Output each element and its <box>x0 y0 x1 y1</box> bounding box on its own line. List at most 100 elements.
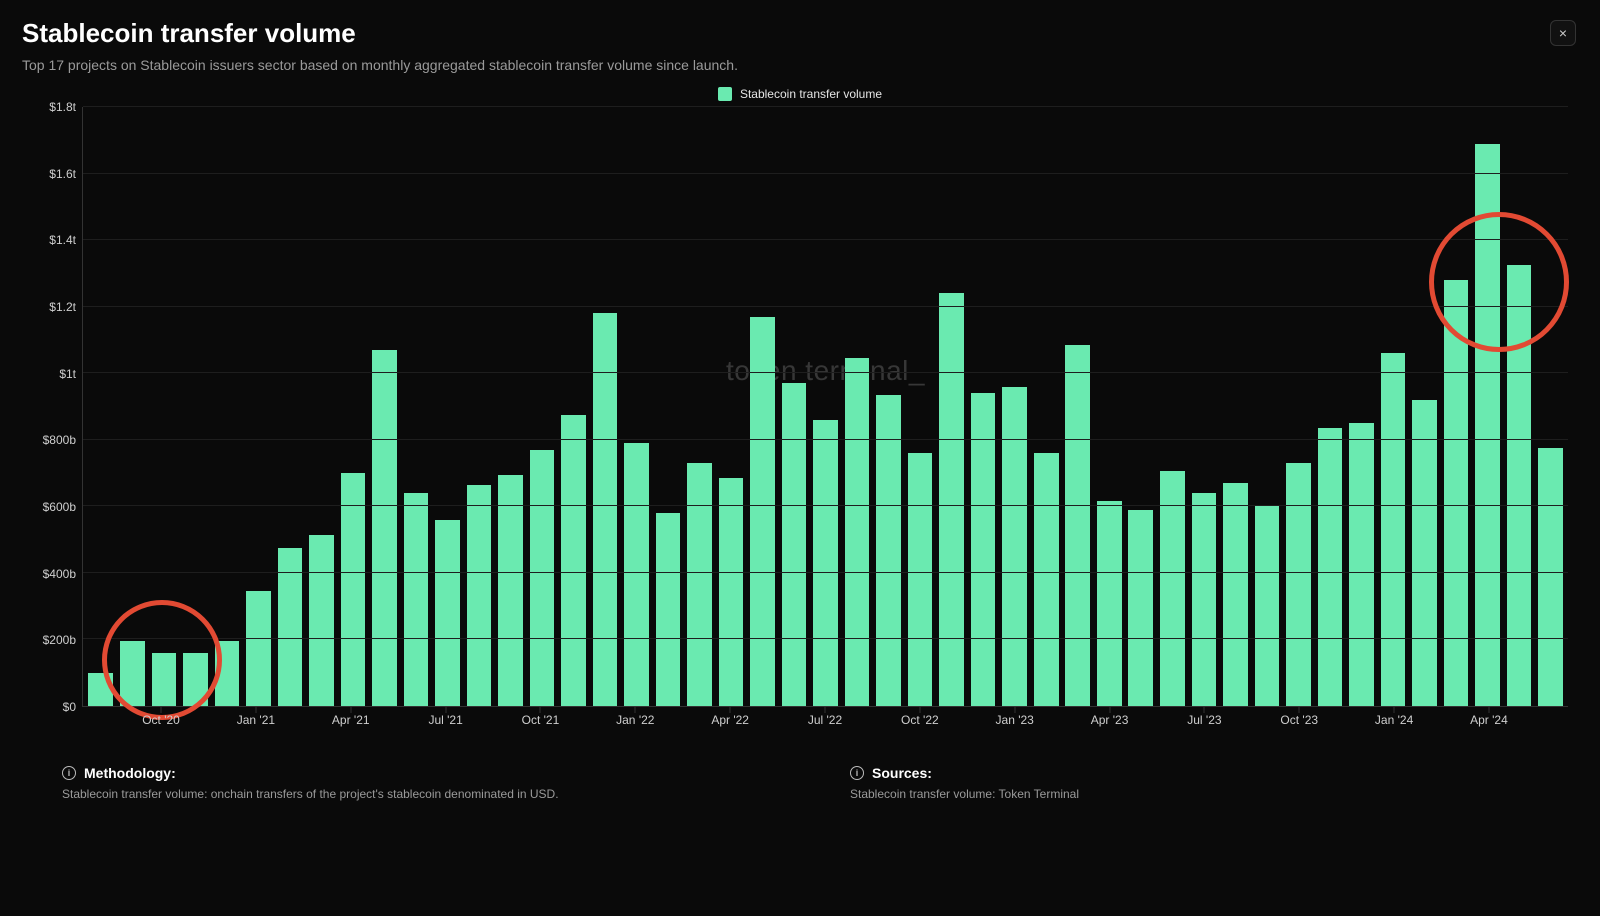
bar-slot <box>778 107 810 706</box>
bar-slot <box>904 107 936 706</box>
y-axis: $0$200b$400b$600b$800b$1t$1.2t$1.4t$1.6t… <box>22 107 82 707</box>
y-tick-label: $400b <box>43 567 76 581</box>
bar[interactable] <box>404 493 429 706</box>
bar[interactable] <box>1160 471 1185 706</box>
bar-slot <box>1377 107 1409 706</box>
x-tick-label: Jul '23 <box>1187 713 1221 727</box>
bar[interactable] <box>467 485 492 706</box>
bar[interactable] <box>1444 280 1469 706</box>
bar-slot <box>1094 107 1126 706</box>
grid-line <box>83 439 1568 440</box>
bar[interactable] <box>1223 483 1248 706</box>
x-tick-label: Jan '21 <box>237 713 275 727</box>
y-tick-label: $1.8t <box>49 100 76 114</box>
bar-slot <box>1251 107 1283 706</box>
sources-block: i Sources: Stablecoin transfer volume: T… <box>850 765 1578 801</box>
bar-slot <box>1125 107 1157 706</box>
bar[interactable] <box>88 673 113 706</box>
grid-line <box>83 173 1568 174</box>
bar[interactable] <box>1286 463 1311 706</box>
bar-slot <box>747 107 779 706</box>
bar-slot <box>1030 107 1062 706</box>
grid-line <box>83 505 1568 506</box>
bar-slot <box>841 107 873 706</box>
legend-label: Stablecoin transfer volume <box>740 87 882 101</box>
sources-text: Stablecoin transfer volume: Token Termin… <box>850 787 1578 801</box>
bar[interactable] <box>656 513 681 706</box>
bar-slot <box>148 107 180 706</box>
bar-slot <box>715 107 747 706</box>
x-tick-label: Apr '24 <box>1470 713 1508 727</box>
bar-slot <box>1062 107 1094 706</box>
bar[interactable] <box>1381 353 1406 706</box>
bar[interactable] <box>561 415 586 706</box>
plot-area: token terminal_ <box>82 107 1568 707</box>
bar-slot <box>967 107 999 706</box>
bar-slot <box>652 107 684 706</box>
bar[interactable] <box>719 478 744 706</box>
y-tick-label: $0 <box>63 700 76 714</box>
bar[interactable] <box>1349 423 1374 706</box>
bar-slot <box>243 107 275 706</box>
grid-line <box>83 372 1568 373</box>
bar[interactable] <box>1255 506 1280 706</box>
bar[interactable] <box>1412 400 1437 706</box>
bar-slot <box>1409 107 1441 706</box>
grid-line <box>83 638 1568 639</box>
y-tick-label: $1.6t <box>49 167 76 181</box>
methodology-text: Stablecoin transfer volume: onchain tran… <box>62 787 790 801</box>
bar[interactable] <box>1097 501 1122 706</box>
y-tick-label: $800b <box>43 433 76 447</box>
bar[interactable] <box>1002 387 1027 706</box>
x-tick-label: Oct '22 <box>901 713 939 727</box>
bar[interactable] <box>750 317 775 706</box>
page-title: Stablecoin transfer volume <box>22 18 1578 49</box>
bar[interactable] <box>120 641 145 706</box>
x-tick-label: Jan '23 <box>996 713 1034 727</box>
bar[interactable] <box>309 535 334 706</box>
bar[interactable] <box>435 520 460 706</box>
bar[interactable] <box>1065 345 1090 706</box>
bar[interactable] <box>530 450 555 706</box>
bar[interactable] <box>152 653 177 706</box>
bar[interactable] <box>845 358 870 706</box>
bar[interactable] <box>1192 493 1217 706</box>
bar[interactable] <box>215 641 240 706</box>
bar[interactable] <box>341 473 366 706</box>
bar-slot <box>1503 107 1535 706</box>
bar-slot <box>337 107 369 706</box>
bar[interactable] <box>971 393 996 706</box>
bar[interactable] <box>687 463 712 706</box>
bar-slot <box>1283 107 1315 706</box>
bar[interactable] <box>782 383 807 706</box>
bar[interactable] <box>876 395 901 706</box>
y-tick-label: $1t <box>59 367 76 381</box>
bars-container <box>83 107 1568 706</box>
grid-line <box>83 306 1568 307</box>
x-tick-label: Jul '21 <box>428 713 462 727</box>
bar-slot <box>810 107 842 706</box>
bar[interactable] <box>498 475 523 706</box>
bar[interactable] <box>1475 144 1500 706</box>
bar[interactable] <box>1538 448 1563 706</box>
bar[interactable] <box>1128 510 1153 706</box>
bar[interactable] <box>939 293 964 706</box>
y-tick-label: $200b <box>43 633 76 647</box>
bar[interactable] <box>1034 453 1059 706</box>
bar[interactable] <box>813 420 838 706</box>
bar[interactable] <box>1318 428 1343 706</box>
bar[interactable] <box>1507 265 1532 706</box>
bar[interactable] <box>908 453 933 706</box>
close-button[interactable]: × <box>1550 20 1576 46</box>
chart-legend: Stablecoin transfer volume <box>22 87 1578 101</box>
bar[interactable] <box>246 591 271 706</box>
bar-slot <box>495 107 527 706</box>
bar-slot <box>873 107 905 706</box>
chart-area: $0$200b$400b$600b$800b$1t$1.2t$1.4t$1.6t… <box>22 107 1578 747</box>
bar[interactable] <box>372 350 397 706</box>
bar-slot <box>1472 107 1504 706</box>
x-tick-label: Oct '20 <box>142 713 180 727</box>
bar[interactable] <box>183 653 208 706</box>
methodology-heading: Methodology: <box>84 765 176 781</box>
bar[interactable] <box>624 443 649 706</box>
